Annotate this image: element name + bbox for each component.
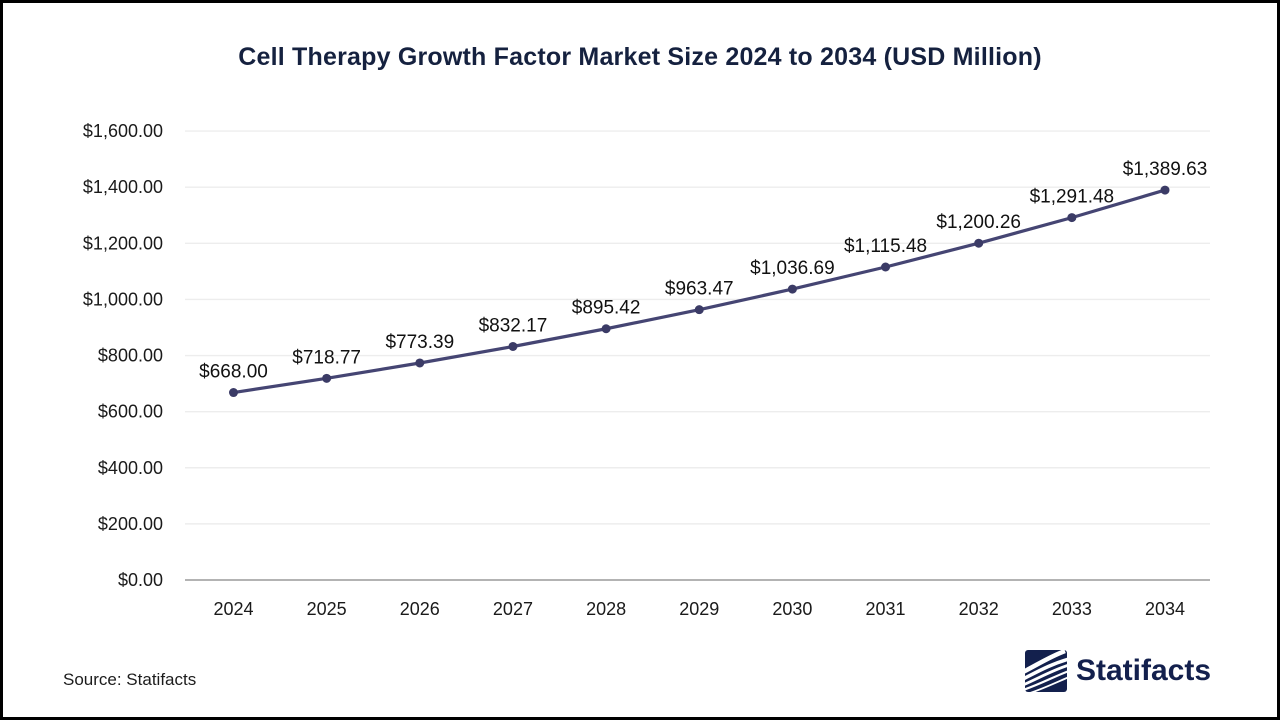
- x-tick-label: 2031: [866, 599, 906, 619]
- data-point-label: $1,200.26: [936, 212, 1021, 233]
- y-tick-label: $800.00: [98, 346, 163, 366]
- x-tick-label: 2024: [213, 599, 253, 619]
- data-point-label: $895.42: [572, 298, 641, 319]
- data-point-label: $1,036.69: [750, 258, 835, 279]
- y-tick-label: $1,200.00: [83, 233, 163, 253]
- data-point: [974, 238, 984, 248]
- x-tick-label: 2028: [586, 599, 626, 619]
- statifacts-logo-icon: [1024, 650, 1067, 692]
- y-tick-label: $400.00: [98, 458, 163, 478]
- x-tick-label: 2027: [493, 599, 533, 619]
- data-point-label: $718.77: [292, 347, 361, 368]
- data-point-label: $668.00: [199, 362, 268, 383]
- x-tick-label: 2032: [959, 599, 999, 619]
- line-chart: $0.00 $200.00 $400.00 $600.00 $800.00 $1,000.…: [83, 121, 1210, 619]
- data-point-label: $773.39: [385, 332, 454, 353]
- x-tick-label: 2029: [679, 599, 719, 619]
- y-tick-label: $1,400.00: [83, 177, 163, 197]
- data-point: [787, 284, 797, 294]
- y-tick-label: $600.00: [98, 402, 163, 422]
- x-tick-label: 2030: [772, 599, 812, 619]
- data-point: [229, 388, 238, 398]
- data-point-label: $963.47: [665, 279, 734, 300]
- x-tick-label: 2026: [400, 599, 440, 619]
- data-point: [1160, 185, 1170, 195]
- y-tick-label: $200.00: [98, 514, 163, 534]
- data-point-label: $832.17: [479, 315, 548, 336]
- source-label: Source: Statifacts: [63, 670, 197, 689]
- y-tick-label: $1,000.00: [83, 289, 163, 309]
- x-tick-label: 2034: [1145, 599, 1185, 619]
- brand-name: Statifacts: [1075, 654, 1211, 687]
- x-tick-label: 2033: [1052, 599, 1092, 619]
- data-point: [508, 341, 518, 351]
- data-point: [601, 324, 611, 334]
- x-tick-label: 2025: [307, 599, 347, 619]
- data-point: [1067, 213, 1077, 223]
- brand-logo: Statifacts: [1024, 650, 1211, 692]
- data-point: [415, 358, 425, 368]
- y-tick-label: $1,600.00: [83, 121, 163, 141]
- data-point: [322, 373, 332, 383]
- data-point: [694, 305, 704, 315]
- y-tick-label: $0.00: [118, 570, 163, 590]
- data-point-label: $1,389.63: [1123, 159, 1208, 180]
- data-point-label: $1,115.48: [844, 236, 927, 257]
- data-point: [881, 262, 891, 272]
- data-point-label: $1,291.48: [1030, 187, 1115, 208]
- chart-title: Cell Therapy Growth Factor Market Size 2…: [238, 43, 1042, 71]
